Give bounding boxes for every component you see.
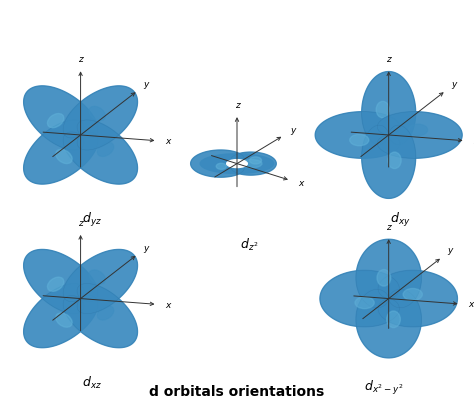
Text: y: y [290, 126, 295, 135]
Ellipse shape [97, 142, 114, 156]
Polygon shape [362, 125, 416, 198]
Ellipse shape [241, 160, 262, 168]
Polygon shape [315, 112, 400, 158]
Text: d$_{z^2}$: d$_{z^2}$ [240, 236, 258, 253]
Text: d$_{yz}$: d$_{yz}$ [82, 211, 102, 229]
Text: d$_{xz}$: d$_{xz}$ [82, 375, 102, 391]
Ellipse shape [56, 149, 72, 164]
Polygon shape [362, 72, 416, 145]
Text: y: y [451, 80, 456, 89]
Polygon shape [378, 270, 457, 327]
Polygon shape [191, 150, 244, 177]
Polygon shape [320, 270, 399, 327]
Ellipse shape [355, 297, 374, 309]
Text: d$_{xy}$: d$_{xy}$ [390, 211, 411, 229]
Text: x: x [165, 137, 171, 146]
Polygon shape [24, 86, 98, 150]
Ellipse shape [388, 152, 401, 169]
Polygon shape [24, 249, 98, 314]
Text: d orbitals orientations: d orbitals orientations [149, 385, 325, 399]
Polygon shape [377, 112, 462, 158]
Text: d$_{x^2-y^2}$: d$_{x^2-y^2}$ [364, 379, 404, 397]
Ellipse shape [409, 124, 428, 136]
Text: y: y [447, 246, 453, 255]
Ellipse shape [387, 311, 401, 328]
Ellipse shape [200, 154, 274, 173]
Ellipse shape [376, 101, 390, 118]
Ellipse shape [249, 157, 262, 164]
Polygon shape [63, 249, 137, 314]
Ellipse shape [377, 270, 391, 286]
Ellipse shape [47, 277, 64, 291]
Ellipse shape [97, 306, 114, 320]
Polygon shape [63, 120, 137, 184]
Polygon shape [356, 290, 421, 358]
Ellipse shape [47, 114, 64, 128]
Ellipse shape [89, 106, 105, 121]
Polygon shape [63, 283, 137, 348]
Polygon shape [356, 239, 421, 308]
Text: x: x [298, 179, 303, 188]
Text: x: x [165, 301, 171, 310]
Text: z: z [235, 101, 239, 110]
Ellipse shape [227, 160, 247, 168]
Text: z: z [386, 55, 391, 64]
Ellipse shape [89, 270, 105, 284]
Text: z: z [78, 218, 83, 227]
Polygon shape [231, 152, 276, 175]
Text: y: y [143, 80, 148, 89]
Ellipse shape [56, 313, 72, 327]
Ellipse shape [350, 134, 369, 146]
Text: x: x [473, 137, 474, 146]
Polygon shape [63, 86, 137, 150]
Text: x: x [468, 300, 474, 309]
Polygon shape [24, 120, 98, 184]
Ellipse shape [403, 288, 422, 300]
Text: y: y [143, 243, 148, 252]
Text: z: z [78, 55, 83, 64]
Polygon shape [24, 283, 98, 348]
Text: z: z [386, 223, 391, 232]
Ellipse shape [216, 163, 227, 169]
